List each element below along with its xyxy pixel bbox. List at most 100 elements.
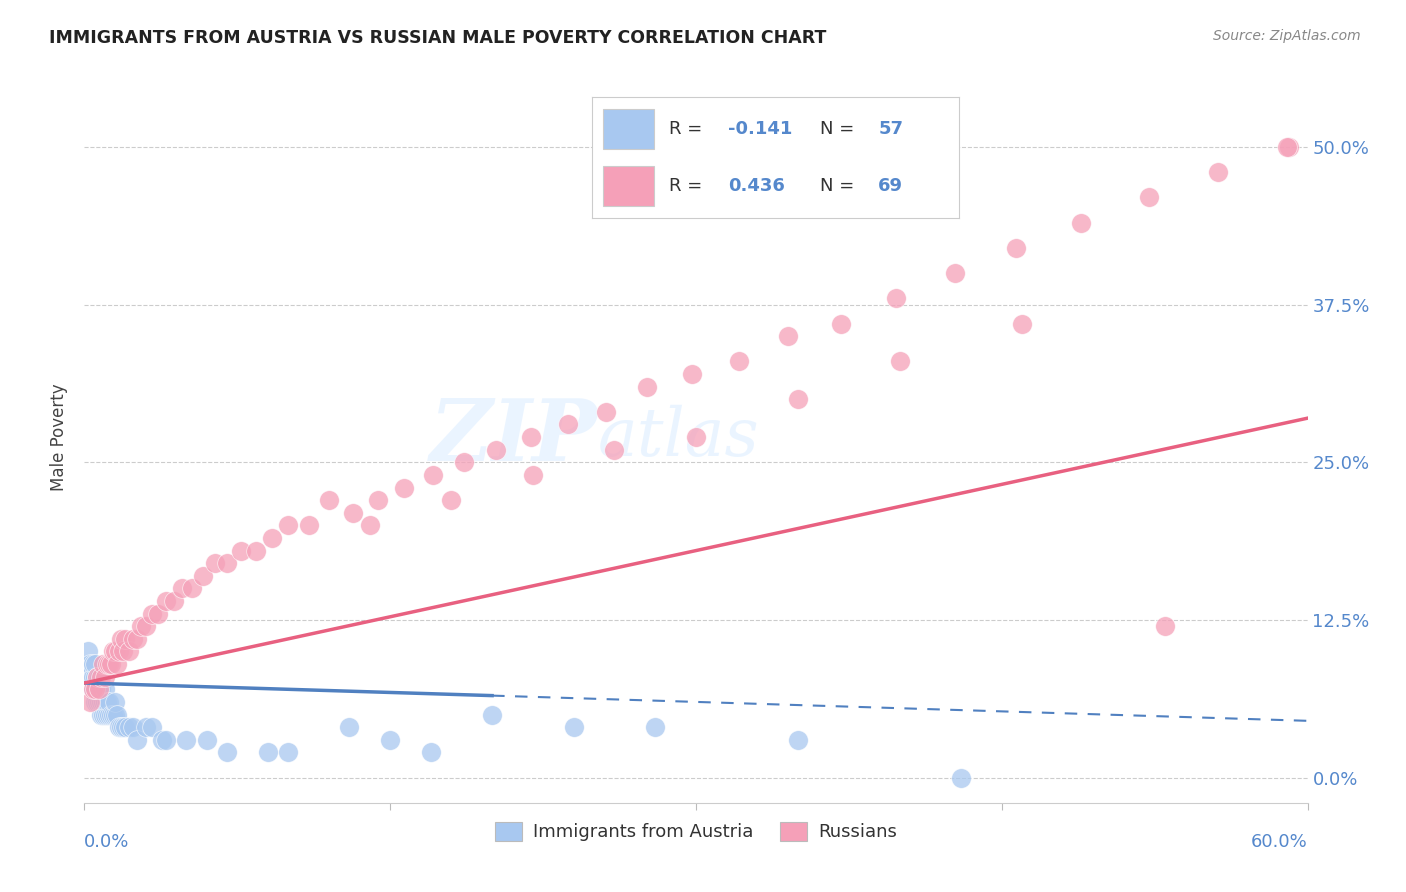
Point <box>79 657 101 671</box>
Point <box>342 506 364 520</box>
Point <box>943 266 966 280</box>
Point <box>787 392 810 407</box>
Point <box>112 644 135 658</box>
Point <box>82 670 104 684</box>
Text: IMMIGRANTS FROM AUSTRIA VS RUSSIAN MALE POVERTY CORRELATION CHART: IMMIGRANTS FROM AUSTRIA VS RUSSIAN MALE … <box>49 29 827 46</box>
Point <box>204 556 226 570</box>
Point <box>83 670 105 684</box>
Point <box>86 695 108 709</box>
Point <box>520 430 543 444</box>
Point <box>277 745 299 759</box>
Point <box>420 745 443 759</box>
Point <box>231 543 253 558</box>
Point <box>1137 190 1160 204</box>
Point <box>118 720 141 734</box>
Point <box>217 745 239 759</box>
Point <box>90 682 112 697</box>
Text: Source: ZipAtlas.com: Source: ZipAtlas.com <box>1213 29 1361 43</box>
Point <box>127 632 149 646</box>
Text: atlas: atlas <box>598 404 759 470</box>
Point <box>110 632 132 646</box>
Text: 0.0%: 0.0% <box>84 833 129 851</box>
Point <box>277 518 299 533</box>
Point <box>93 695 115 709</box>
Point <box>114 720 136 734</box>
Point <box>557 417 579 432</box>
Point <box>77 644 100 658</box>
Point <box>104 695 127 709</box>
Point <box>636 379 658 393</box>
Point <box>155 732 177 747</box>
Point <box>104 707 127 722</box>
Point <box>87 695 110 709</box>
Point <box>181 582 204 596</box>
Point <box>830 317 852 331</box>
Point <box>86 670 108 684</box>
Point <box>217 556 239 570</box>
Point <box>96 657 118 671</box>
Point <box>105 707 128 722</box>
Point <box>380 732 402 747</box>
Point <box>93 670 115 684</box>
Point <box>481 707 503 722</box>
Point <box>1154 619 1177 633</box>
Point <box>453 455 475 469</box>
Point <box>100 707 122 722</box>
Point <box>82 657 104 671</box>
Point <box>86 670 108 684</box>
Point <box>90 670 112 684</box>
Point <box>127 732 149 747</box>
Text: 60.0%: 60.0% <box>1251 833 1308 851</box>
Point <box>339 720 361 734</box>
Point <box>110 720 132 734</box>
Point <box>727 354 749 368</box>
Text: ZIP: ZIP <box>430 395 598 479</box>
Point <box>97 707 120 722</box>
Point <box>150 732 173 747</box>
Point <box>1206 165 1229 179</box>
Point <box>522 467 544 482</box>
Point <box>101 707 124 722</box>
Point <box>112 720 135 734</box>
Point <box>86 682 108 697</box>
Point <box>87 682 110 697</box>
Point <box>298 518 321 533</box>
Point <box>562 720 585 734</box>
Point <box>195 732 218 747</box>
Point <box>83 657 105 671</box>
Point <box>83 682 105 697</box>
Point <box>1011 317 1033 331</box>
Point <box>135 619 157 633</box>
Point <box>146 607 169 621</box>
Point <box>83 695 105 709</box>
Point <box>105 657 128 671</box>
Point <box>174 732 197 747</box>
Point <box>422 467 444 482</box>
Point <box>79 695 101 709</box>
Point <box>96 695 118 709</box>
Point <box>191 569 214 583</box>
Point <box>97 657 120 671</box>
Point <box>87 682 110 697</box>
Point <box>884 291 907 305</box>
Point <box>685 430 707 444</box>
Point <box>595 405 617 419</box>
Point <box>318 493 340 508</box>
Point <box>889 354 911 368</box>
Point <box>1070 216 1092 230</box>
Point <box>440 493 463 508</box>
Point <box>950 771 973 785</box>
Point <box>101 644 124 658</box>
Point <box>82 682 104 697</box>
Point <box>83 682 105 697</box>
Point <box>644 720 666 734</box>
Point <box>1005 241 1028 255</box>
Point <box>245 543 267 558</box>
Y-axis label: Male Poverty: Male Poverty <box>51 384 69 491</box>
Point <box>122 720 145 734</box>
Point <box>681 367 703 381</box>
Point <box>90 695 112 709</box>
Point <box>114 632 136 646</box>
Point <box>394 481 416 495</box>
Point <box>87 670 110 684</box>
